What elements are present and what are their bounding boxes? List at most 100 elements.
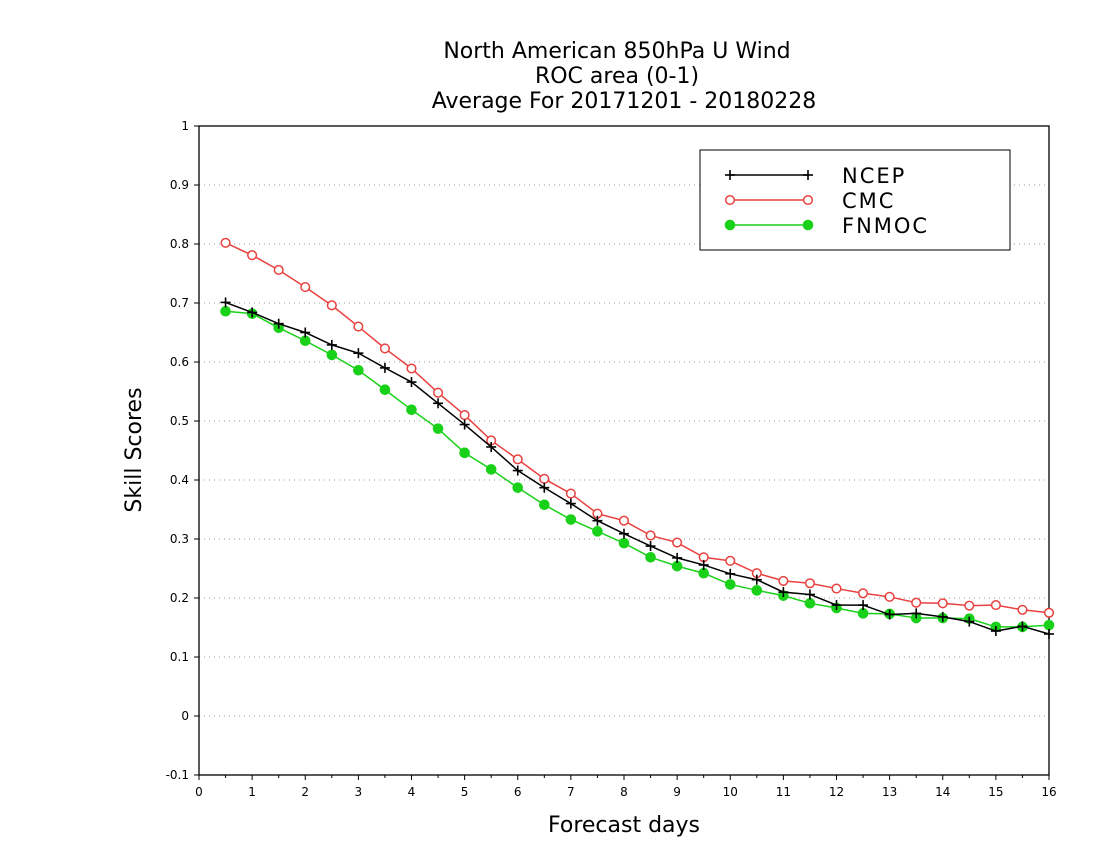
x-tick-label-5: 5 bbox=[461, 785, 469, 799]
point-ncep-4 bbox=[326, 339, 337, 350]
point-ncep-17 bbox=[672, 552, 683, 563]
point-ncep-31 bbox=[1044, 628, 1054, 639]
point-cmc-1 bbox=[247, 250, 258, 261]
x-tick-label-8: 8 bbox=[620, 785, 628, 799]
y-tick-label-6: 0.5 bbox=[170, 414, 189, 428]
point-ncep-12 bbox=[539, 482, 550, 493]
legend-label-ncep: NCEP bbox=[842, 164, 906, 188]
x-tick-label-15: 15 bbox=[988, 785, 1003, 799]
point-fnmoc-11 bbox=[512, 482, 524, 493]
point-ncep-0 bbox=[220, 297, 231, 308]
point-ncep-11 bbox=[512, 465, 523, 476]
point-ncep-19 bbox=[725, 568, 736, 579]
point-fnmoc-19 bbox=[724, 579, 736, 590]
x-tick-label-14: 14 bbox=[935, 785, 950, 799]
x-tick-label-6: 6 bbox=[514, 785, 522, 799]
point-ncep-27 bbox=[937, 611, 948, 622]
chart-title-line-1: North American 850hPa U Wind bbox=[443, 39, 790, 64]
point-ncep-10 bbox=[486, 441, 497, 452]
point-ncep-25 bbox=[884, 609, 895, 620]
legend-marker-start-ncep bbox=[725, 170, 735, 180]
point-ncep-29 bbox=[990, 626, 1001, 637]
x-tick-label-13: 13 bbox=[882, 785, 897, 799]
point-cmc-22 bbox=[804, 578, 815, 589]
point-ncep-7 bbox=[406, 377, 417, 388]
point-ncep-30 bbox=[1017, 621, 1028, 632]
point-cmc-6 bbox=[379, 343, 390, 354]
x-tick-label-10: 10 bbox=[723, 785, 738, 799]
x-tick-label-16: 16 bbox=[1041, 785, 1056, 799]
series-layer bbox=[220, 237, 1055, 639]
legend-marker-end-ncep bbox=[803, 170, 813, 180]
point-ncep-26 bbox=[911, 608, 922, 619]
point-cmc-19 bbox=[725, 555, 736, 566]
point-fnmoc-16 bbox=[645, 551, 656, 563]
series-ncep bbox=[220, 297, 1054, 639]
legend-label-cmc: CMC bbox=[842, 189, 895, 213]
point-ncep-14 bbox=[592, 515, 603, 526]
point-fnmoc-7 bbox=[406, 404, 417, 416]
y-axis-label: Skill Scores bbox=[122, 387, 147, 512]
point-cmc-7 bbox=[406, 363, 417, 374]
point-fnmoc-0 bbox=[220, 305, 231, 317]
x-axis-label: Forecast days bbox=[548, 813, 700, 838]
point-cmc-8 bbox=[433, 387, 444, 398]
point-ncep-2 bbox=[273, 318, 284, 329]
point-cmc-4 bbox=[326, 300, 337, 311]
point-fnmoc-14 bbox=[592, 526, 603, 537]
point-cmc-2 bbox=[273, 264, 284, 276]
point-fnmoc-5 bbox=[353, 364, 364, 376]
point-cmc-0 bbox=[220, 237, 231, 248]
point-cmc-31 bbox=[1043, 607, 1055, 618]
y-tick-label-5: 0.4 bbox=[170, 473, 189, 487]
point-ncep-15 bbox=[619, 528, 629, 539]
legend-marker-end-fnmoc bbox=[802, 219, 814, 231]
point-cmc-5 bbox=[353, 321, 364, 332]
point-fnmoc-8 bbox=[432, 423, 444, 434]
y-tick-label-3: 0.2 bbox=[170, 591, 189, 605]
x-tick-label-7: 7 bbox=[567, 785, 575, 799]
point-ncep-8 bbox=[433, 398, 444, 409]
point-fnmoc-15 bbox=[618, 537, 630, 549]
y-tick-label-10: 0.9 bbox=[170, 178, 189, 192]
x-tick-label-3: 3 bbox=[355, 785, 363, 799]
point-cmc-30 bbox=[1017, 604, 1028, 615]
point-cmc-26 bbox=[911, 597, 922, 608]
point-cmc-16 bbox=[645, 530, 656, 541]
x-tick-label-1: 1 bbox=[248, 785, 256, 799]
legend-marker-start-fnmoc bbox=[724, 219, 736, 231]
y-tick-label-1: 0 bbox=[181, 709, 189, 723]
point-fnmoc-9 bbox=[459, 447, 470, 459]
point-fnmoc-22 bbox=[804, 598, 816, 609]
point-cmc-12 bbox=[539, 473, 550, 484]
point-ncep-23 bbox=[831, 600, 842, 611]
point-fnmoc-13 bbox=[565, 514, 577, 525]
point-fnmoc-31 bbox=[1043, 619, 1055, 631]
point-ncep-21 bbox=[778, 587, 789, 598]
x-tick-label-4: 4 bbox=[408, 785, 416, 799]
point-cmc-28 bbox=[964, 600, 975, 611]
y-tick-label-7: 0.6 bbox=[170, 355, 189, 369]
x-tick-label-11: 11 bbox=[776, 785, 791, 799]
point-ncep-28 bbox=[964, 616, 975, 627]
point-cmc-21 bbox=[778, 575, 789, 586]
point-ncep-24 bbox=[858, 600, 869, 611]
point-cmc-9 bbox=[459, 410, 470, 421]
point-cmc-27 bbox=[937, 598, 948, 609]
point-cmc-13 bbox=[565, 488, 576, 499]
point-ncep-6 bbox=[379, 362, 390, 373]
y-tick-label-9: 0.8 bbox=[170, 237, 189, 251]
point-cmc-29 bbox=[990, 600, 1001, 611]
point-cmc-17 bbox=[672, 537, 683, 548]
x-tick-label-2: 2 bbox=[301, 785, 309, 799]
x-tick-label-12: 12 bbox=[829, 785, 844, 799]
point-ncep-16 bbox=[645, 541, 656, 552]
point-ncep-9 bbox=[459, 419, 470, 430]
point-ncep-5 bbox=[353, 348, 364, 359]
point-fnmoc-6 bbox=[379, 384, 391, 396]
point-ncep-3 bbox=[300, 327, 311, 338]
point-fnmoc-12 bbox=[539, 499, 550, 511]
